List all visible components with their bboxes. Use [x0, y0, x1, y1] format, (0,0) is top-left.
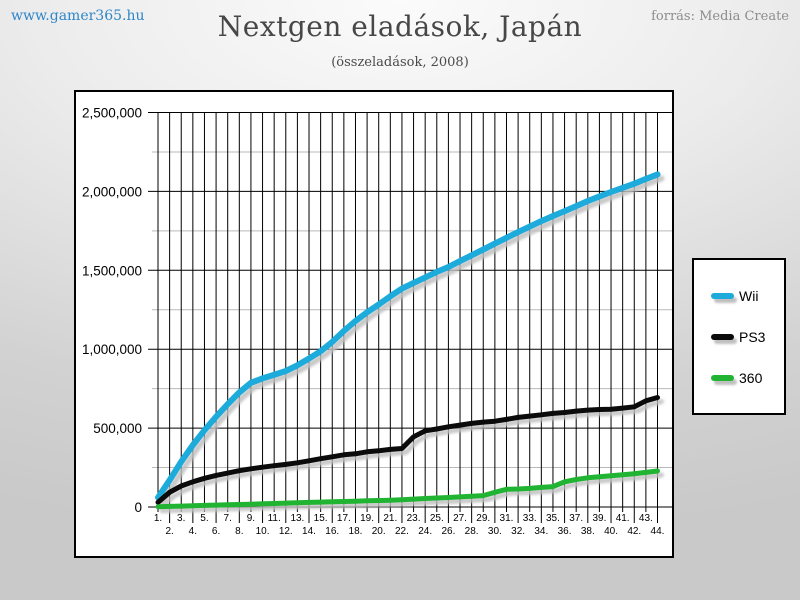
x-axis-tick-label: 8. — [235, 526, 243, 537]
legend-item-360: 360 — [711, 366, 784, 390]
legend-label: 360 — [739, 369, 763, 386]
x-axis-tick-label: 41. — [616, 513, 630, 524]
x-axis-tick-label: 38. — [581, 526, 595, 537]
x-axis-tick-label: 25. — [430, 513, 444, 524]
x-axis-tick-label: 22. — [395, 526, 409, 537]
series-line-ps3 — [155, 395, 660, 505]
legend-swatch-wii-icon — [711, 292, 734, 299]
x-axis-tick-label: 24. — [418, 526, 432, 537]
x-axis-tick-label: 6. — [212, 526, 220, 537]
x-axis-tick-label: 43. — [639, 513, 653, 524]
x-axis-tick-label: 28. — [465, 526, 479, 537]
source-credit: forrás: Media Create — [651, 9, 789, 24]
x-axis-tick-label: 9. — [247, 513, 255, 524]
series-shadow-ps3 — [159, 399, 664, 509]
x-axis-tick-label: 39. — [592, 513, 606, 524]
x-axis-tick-label: 35. — [546, 513, 560, 524]
y-axis-tick-label: 500,000 — [93, 421, 142, 436]
x-axis-tick-label: 36. — [558, 526, 572, 537]
line-chart-plot: 0 500,000 1,000,000 1,500,000 2,000,000 2,500… — [82, 106, 672, 537]
x-axis-tick-label: 27. — [453, 513, 467, 524]
legend: Wii PS3 360 — [692, 258, 786, 415]
legend-swatch-ps3-icon — [711, 333, 734, 340]
x-axis-tick-label: 5. — [200, 513, 208, 524]
legend-label: PS3 — [739, 328, 766, 345]
x-axis-tick-label: 40. — [604, 526, 618, 537]
x-axis-tick-label: 3. — [177, 513, 185, 524]
series-shadow-wii — [159, 175, 665, 505]
x-axis-tick-label: 32. — [511, 526, 525, 537]
x-axis-tick-label: 4. — [189, 526, 197, 537]
y-axis-tick-label: 1,500,000 — [82, 263, 142, 278]
x-axis-tick-label: 17. — [337, 513, 351, 524]
x-axis-tick-label: 14. — [302, 526, 316, 537]
x-axis-tick-label: 18. — [349, 526, 363, 537]
x-axis-tick-label: 23. — [407, 513, 421, 524]
x-axis-tick-label: 42. — [627, 526, 641, 537]
x-axis-tick-label: 10. — [256, 526, 270, 537]
page-subtitle: (összeladások, 2008) — [331, 55, 469, 70]
x-axis-tick-label: 30. — [488, 526, 502, 537]
legend-label: Wii — [739, 287, 759, 304]
series-line-wii — [155, 171, 661, 501]
x-axis-tick-label: 19. — [360, 513, 374, 524]
page-title: Nextgen eladások, Japán — [217, 10, 583, 43]
x-axis-tick-label: 31. — [500, 513, 514, 524]
x-axis-tick-label: 33. — [523, 513, 537, 524]
series-line-360 — [155, 468, 660, 510]
x-axis-tick-label: 20. — [372, 526, 386, 537]
x-axis-tick-label: 26. — [441, 526, 455, 537]
legend-item-wii: Wii — [711, 284, 784, 308]
x-axis-tick-label: 29. — [476, 513, 490, 524]
x-axis-tick-label: 21. — [383, 513, 397, 524]
x-axis-tick-label: 1. — [154, 513, 162, 524]
x-axis-tick-label: 15. — [314, 513, 328, 524]
legend-swatch-360-icon — [711, 374, 734, 381]
legend-item-ps3: PS3 — [711, 325, 784, 349]
x-axis-tick-label: 12. — [279, 526, 293, 537]
x-axis-tick-label: 16. — [325, 526, 339, 537]
x-axis-tick-label: 37. — [569, 513, 583, 524]
x-axis-tick-label: 2. — [165, 526, 173, 537]
y-axis-tick-label: 0 — [134, 500, 142, 515]
series-shadow-360 — [159, 472, 664, 514]
y-axis-tick-label: 1,000,000 — [82, 342, 142, 357]
y-axis-tick-label: 2,500,000 — [82, 106, 142, 121]
site-link[interactable]: www.gamer365.hu — [11, 8, 145, 24]
chart-frame: 0 500,000 1,000,000 1,500,000 2,000,000 2,500… — [74, 90, 674, 558]
x-axis-tick-label: 13. — [290, 513, 304, 524]
x-axis-tick-label: 44. — [651, 526, 665, 537]
x-axis-tick-label: 11. — [268, 513, 281, 524]
y-axis-tick-label: 2,000,000 — [82, 184, 142, 199]
x-axis-tick-label: 34. — [534, 526, 548, 537]
x-axis-tick-label: 7. — [224, 513, 232, 524]
